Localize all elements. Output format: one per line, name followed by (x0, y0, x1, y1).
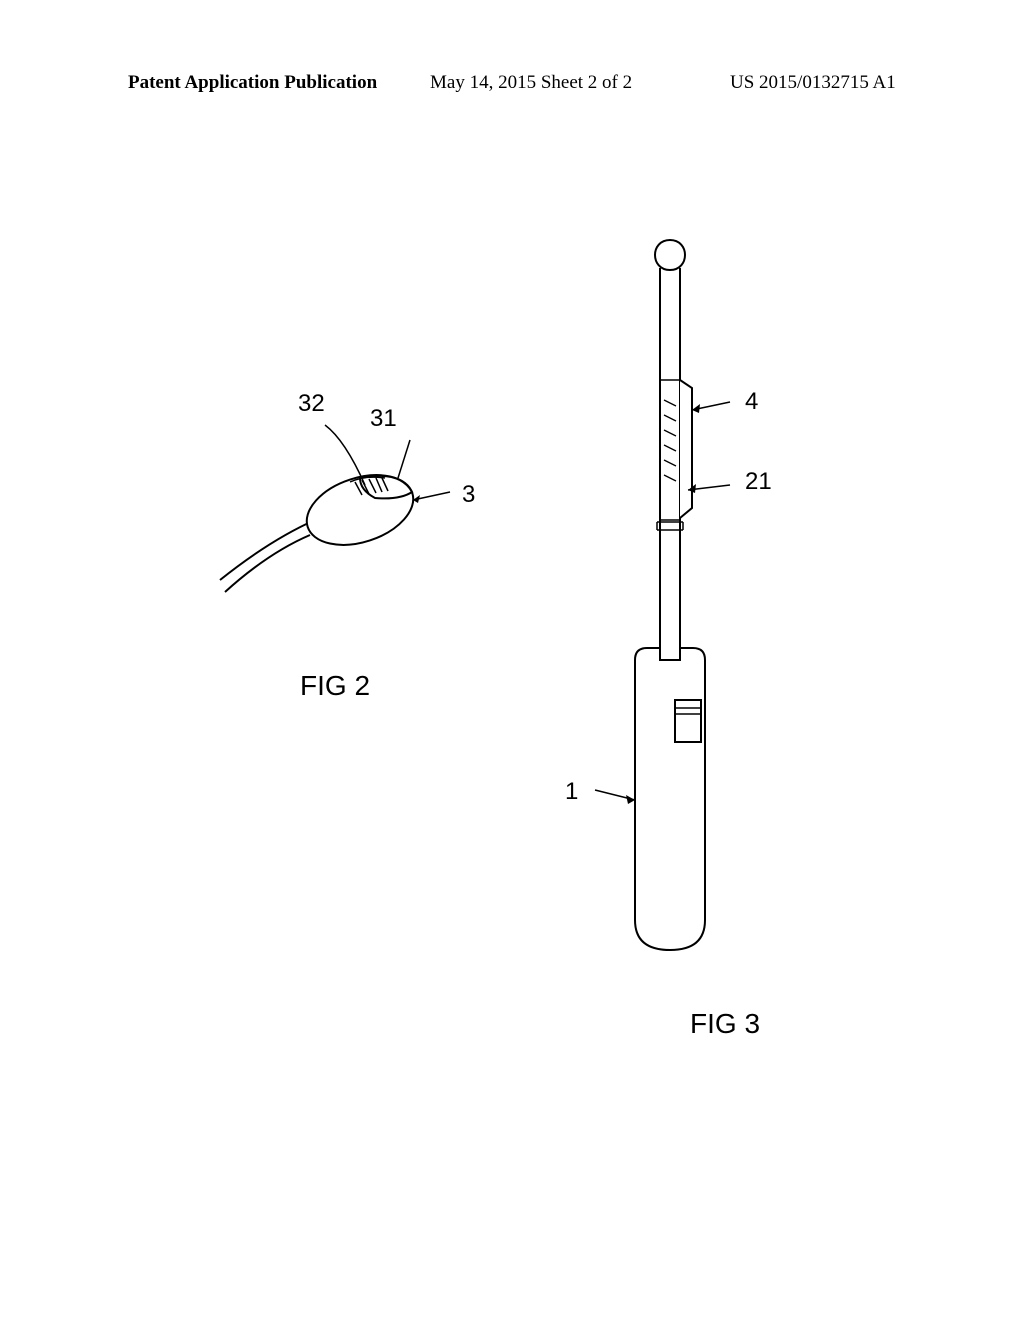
fig3-ref-1: 1 (565, 778, 578, 806)
fig3-ref-4: 4 (745, 388, 758, 416)
page: Patent Application Publication May 14, 2… (0, 0, 1024, 1320)
header-patent-number: US 2015/0132715 A1 (730, 72, 896, 94)
fig3-drawing (560, 230, 800, 970)
fig2-ref-31: 31 (370, 405, 397, 433)
fig2-label: FIG 2 (300, 670, 370, 702)
fig2-ref-3: 3 (462, 481, 475, 509)
fig3-label: FIG 3 (690, 1008, 760, 1040)
figure-area: 32 31 3 FIG 2 (0, 200, 1024, 1100)
header-publication: Patent Application Publication (128, 72, 377, 94)
header-date-sheet: May 14, 2015 Sheet 2 of 2 (430, 72, 632, 94)
fig3-ref-21: 21 (745, 468, 772, 496)
fig2-ref-32: 32 (298, 390, 325, 418)
